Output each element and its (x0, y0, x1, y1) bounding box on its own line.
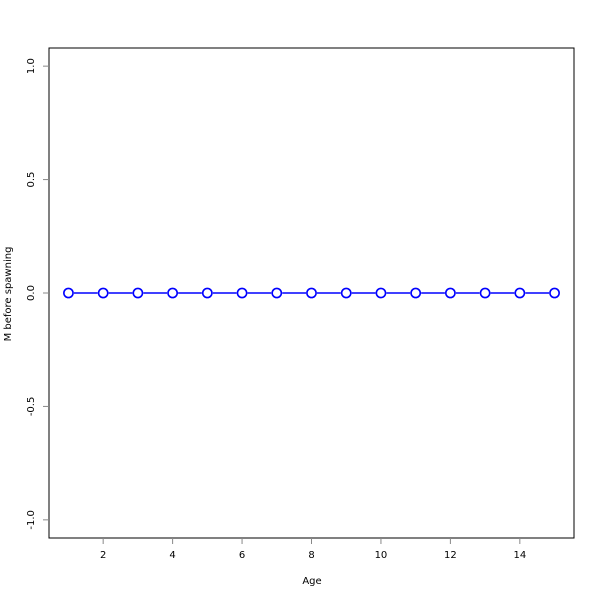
x-tick-label: 4 (169, 550, 175, 561)
x-axis-label: Age (302, 576, 321, 587)
y-axis-label: M before spawning (3, 247, 14, 342)
y-tick-label: 0.5 (26, 172, 37, 188)
data-point (201, 287, 213, 299)
data-point (375, 287, 387, 299)
data-point (479, 287, 491, 299)
x-tick-label: 6 (239, 550, 245, 561)
data-point (97, 287, 109, 299)
x-axis: 2 4 6 8 10 12 14 (100, 538, 526, 561)
data-point (306, 287, 317, 299)
data-point (340, 287, 352, 299)
data-point (236, 287, 248, 299)
data-point (271, 287, 283, 299)
y-axis: -1.0 -0.5 0.0 0.5 1.0 (26, 58, 49, 530)
data-point (132, 287, 144, 299)
data-point (444, 287, 456, 299)
y-tick-label: -0.5 (26, 397, 37, 417)
y-tick-label: 0.0 (26, 285, 37, 301)
series (63, 287, 560, 299)
x-tick-label: 2 (100, 550, 106, 561)
y-tick-label: -1.0 (26, 510, 37, 530)
x-tick-label: 14 (513, 550, 526, 561)
data-point (63, 287, 74, 299)
y-tick-label: 1.0 (26, 58, 37, 74)
x-tick-label: 12 (444, 550, 457, 561)
x-tick-label: 10 (375, 550, 388, 561)
data-point (410, 287, 422, 299)
x-tick-label: 8 (308, 550, 314, 561)
data-point (514, 287, 526, 299)
data-point (549, 287, 560, 299)
data-point (167, 287, 179, 299)
